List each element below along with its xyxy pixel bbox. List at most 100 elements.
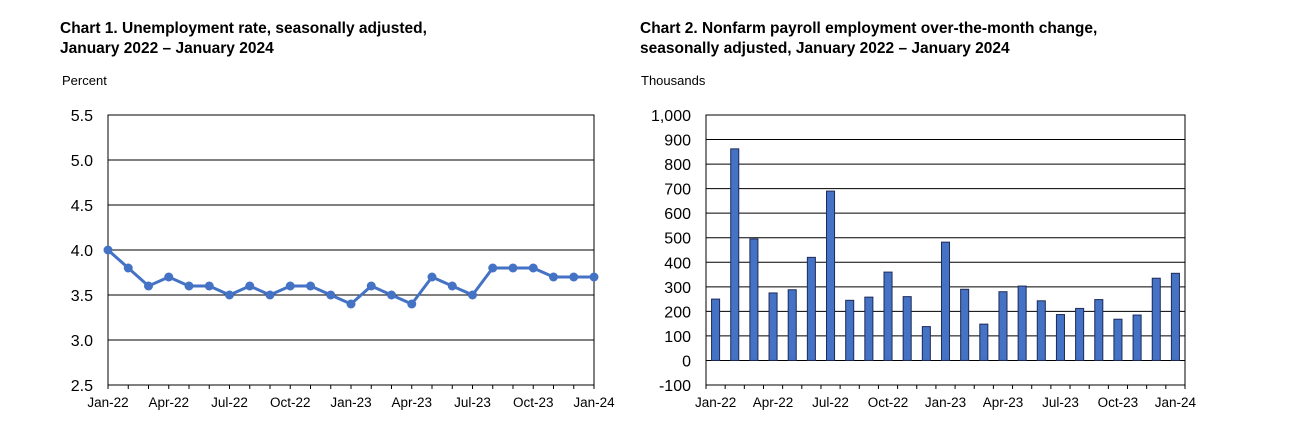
- x-tick-label: Apr-22: [753, 395, 794, 410]
- data-point: [407, 299, 417, 309]
- bar: [1151, 277, 1161, 361]
- data-point: [164, 272, 174, 282]
- y-tick-label: 2.5: [71, 378, 93, 395]
- bar: [845, 299, 855, 361]
- data-point: [184, 281, 194, 291]
- y-tick-label: 5.5: [71, 108, 93, 125]
- x-tick-label: Jan-22: [87, 395, 128, 410]
- y-tick-label: 300: [664, 280, 691, 297]
- chart2-title-line1: Chart 2. Nonfarm payroll employment over…: [640, 20, 1098, 37]
- chart1-title-line2: January 2022 – January 2024: [60, 40, 274, 57]
- y-tick-label: 200: [664, 304, 691, 321]
- bar: [1132, 314, 1142, 361]
- data-point: [204, 281, 214, 291]
- unemployment-chart-panel: Chart 1. Unemployment rate, seasonally a…: [0, 0, 640, 428]
- data-point: [103, 245, 113, 255]
- chart1-title: Chart 1. Unemployment rate, seasonally a…: [60, 19, 427, 59]
- data-point: [488, 263, 498, 273]
- bar: [1113, 318, 1123, 361]
- x-tick-label: Jul-22: [211, 395, 248, 410]
- bar: [940, 241, 951, 361]
- y-tick-label: -100: [659, 378, 691, 395]
- bar: [1094, 299, 1104, 361]
- y-tick-label: 1,000: [651, 108, 691, 125]
- bar: [1036, 300, 1046, 361]
- data-point: [427, 272, 437, 282]
- bar: [1170, 272, 1180, 361]
- data-point: [123, 263, 133, 273]
- bar: [1055, 314, 1065, 361]
- data-point: [366, 281, 376, 291]
- data-point: [245, 281, 255, 291]
- data-point: [508, 263, 518, 273]
- data-point: [306, 281, 315, 291]
- bar: [806, 256, 816, 361]
- bar: [960, 288, 970, 361]
- x-tick-label: Jan-23: [925, 395, 966, 410]
- bar: [1017, 285, 1027, 361]
- data-point: [589, 272, 599, 282]
- bar: [787, 289, 797, 361]
- x-tick-label: Jul-23: [1042, 395, 1079, 410]
- bar: [768, 292, 778, 361]
- y-tick-label: 500: [664, 231, 691, 248]
- data-point: [144, 281, 153, 291]
- chart2-title-line2: seasonally adjusted, January 2022 – Janu…: [640, 40, 1010, 57]
- x-tick-label: Oct-22: [270, 395, 311, 410]
- y-tick-label: 0: [682, 353, 691, 370]
- x-tick-label: Jul-22: [812, 395, 849, 410]
- payroll-chart-panel: Chart 2. Nonfarm payroll employment over…: [640, 0, 1313, 428]
- bar: [749, 238, 759, 361]
- bar: [864, 296, 874, 361]
- bar: [979, 323, 989, 361]
- y-tick-label: 700: [664, 182, 691, 199]
- payroll-bar-chart: 1,000 900 800 700 600 500 400 300 200 100 0 -100 Jan…: [651, 108, 1197, 410]
- y-tick-label: 4.5: [71, 198, 93, 215]
- y-tick-label: 5.0: [71, 153, 93, 170]
- data-point: [285, 281, 295, 291]
- x-tick-label: Oct-23: [513, 395, 554, 410]
- chart2-y-axis-label: Thousands: [641, 73, 706, 88]
- y-tick-label: 800: [664, 157, 691, 174]
- unemployment-rate-line: [107, 248, 594, 306]
- y-tick-label: 600: [664, 206, 691, 223]
- x-tick-label: Oct-23: [1098, 395, 1139, 410]
- plot-frame: [705, 114, 1186, 386]
- chart1-title-line1: Chart 1. Unemployment rate, seasonally a…: [60, 20, 427, 37]
- x-tick-label: Apr-23: [391, 395, 432, 410]
- bar: [730, 148, 740, 361]
- y-tick-label: 100: [664, 329, 691, 346]
- bar: [902, 296, 912, 361]
- y-tick-label: 3.0: [71, 333, 93, 350]
- x-tick-label: Jan-24: [573, 395, 615, 410]
- x-tick-label: Oct-22: [868, 395, 909, 410]
- data-point: [346, 299, 356, 309]
- data-point: [225, 290, 234, 300]
- y-tick-label: 900: [664, 133, 691, 150]
- x-tick-label: Apr-23: [983, 395, 1024, 410]
- y-tick-label: 400: [664, 255, 691, 272]
- bar: [883, 271, 893, 361]
- x-tick-label: Jul-23: [454, 395, 491, 410]
- data-point: [265, 290, 275, 300]
- data-point: [569, 272, 579, 282]
- y-tick-label: 4.0: [71, 243, 93, 260]
- data-point: [468, 290, 477, 300]
- x-tick-label: Jan-24: [1155, 395, 1197, 410]
- data-point: [549, 272, 558, 282]
- y-tick-label: 3.5: [71, 288, 93, 305]
- x-tick-label: Apr-22: [148, 395, 189, 410]
- data-point: [528, 263, 538, 273]
- bar: [711, 298, 721, 361]
- data-point: [447, 281, 457, 291]
- data-point: [387, 290, 396, 300]
- x-tick-label: Jan-23: [330, 395, 371, 410]
- bar: [826, 190, 836, 361]
- bar: [921, 326, 931, 361]
- chart1-y-axis-label: Percent: [62, 73, 107, 88]
- data-point: [326, 290, 336, 300]
- bar: [998, 291, 1008, 361]
- chart2-title: Chart 2. Nonfarm payroll employment over…: [640, 19, 1097, 59]
- bar: [1075, 307, 1085, 361]
